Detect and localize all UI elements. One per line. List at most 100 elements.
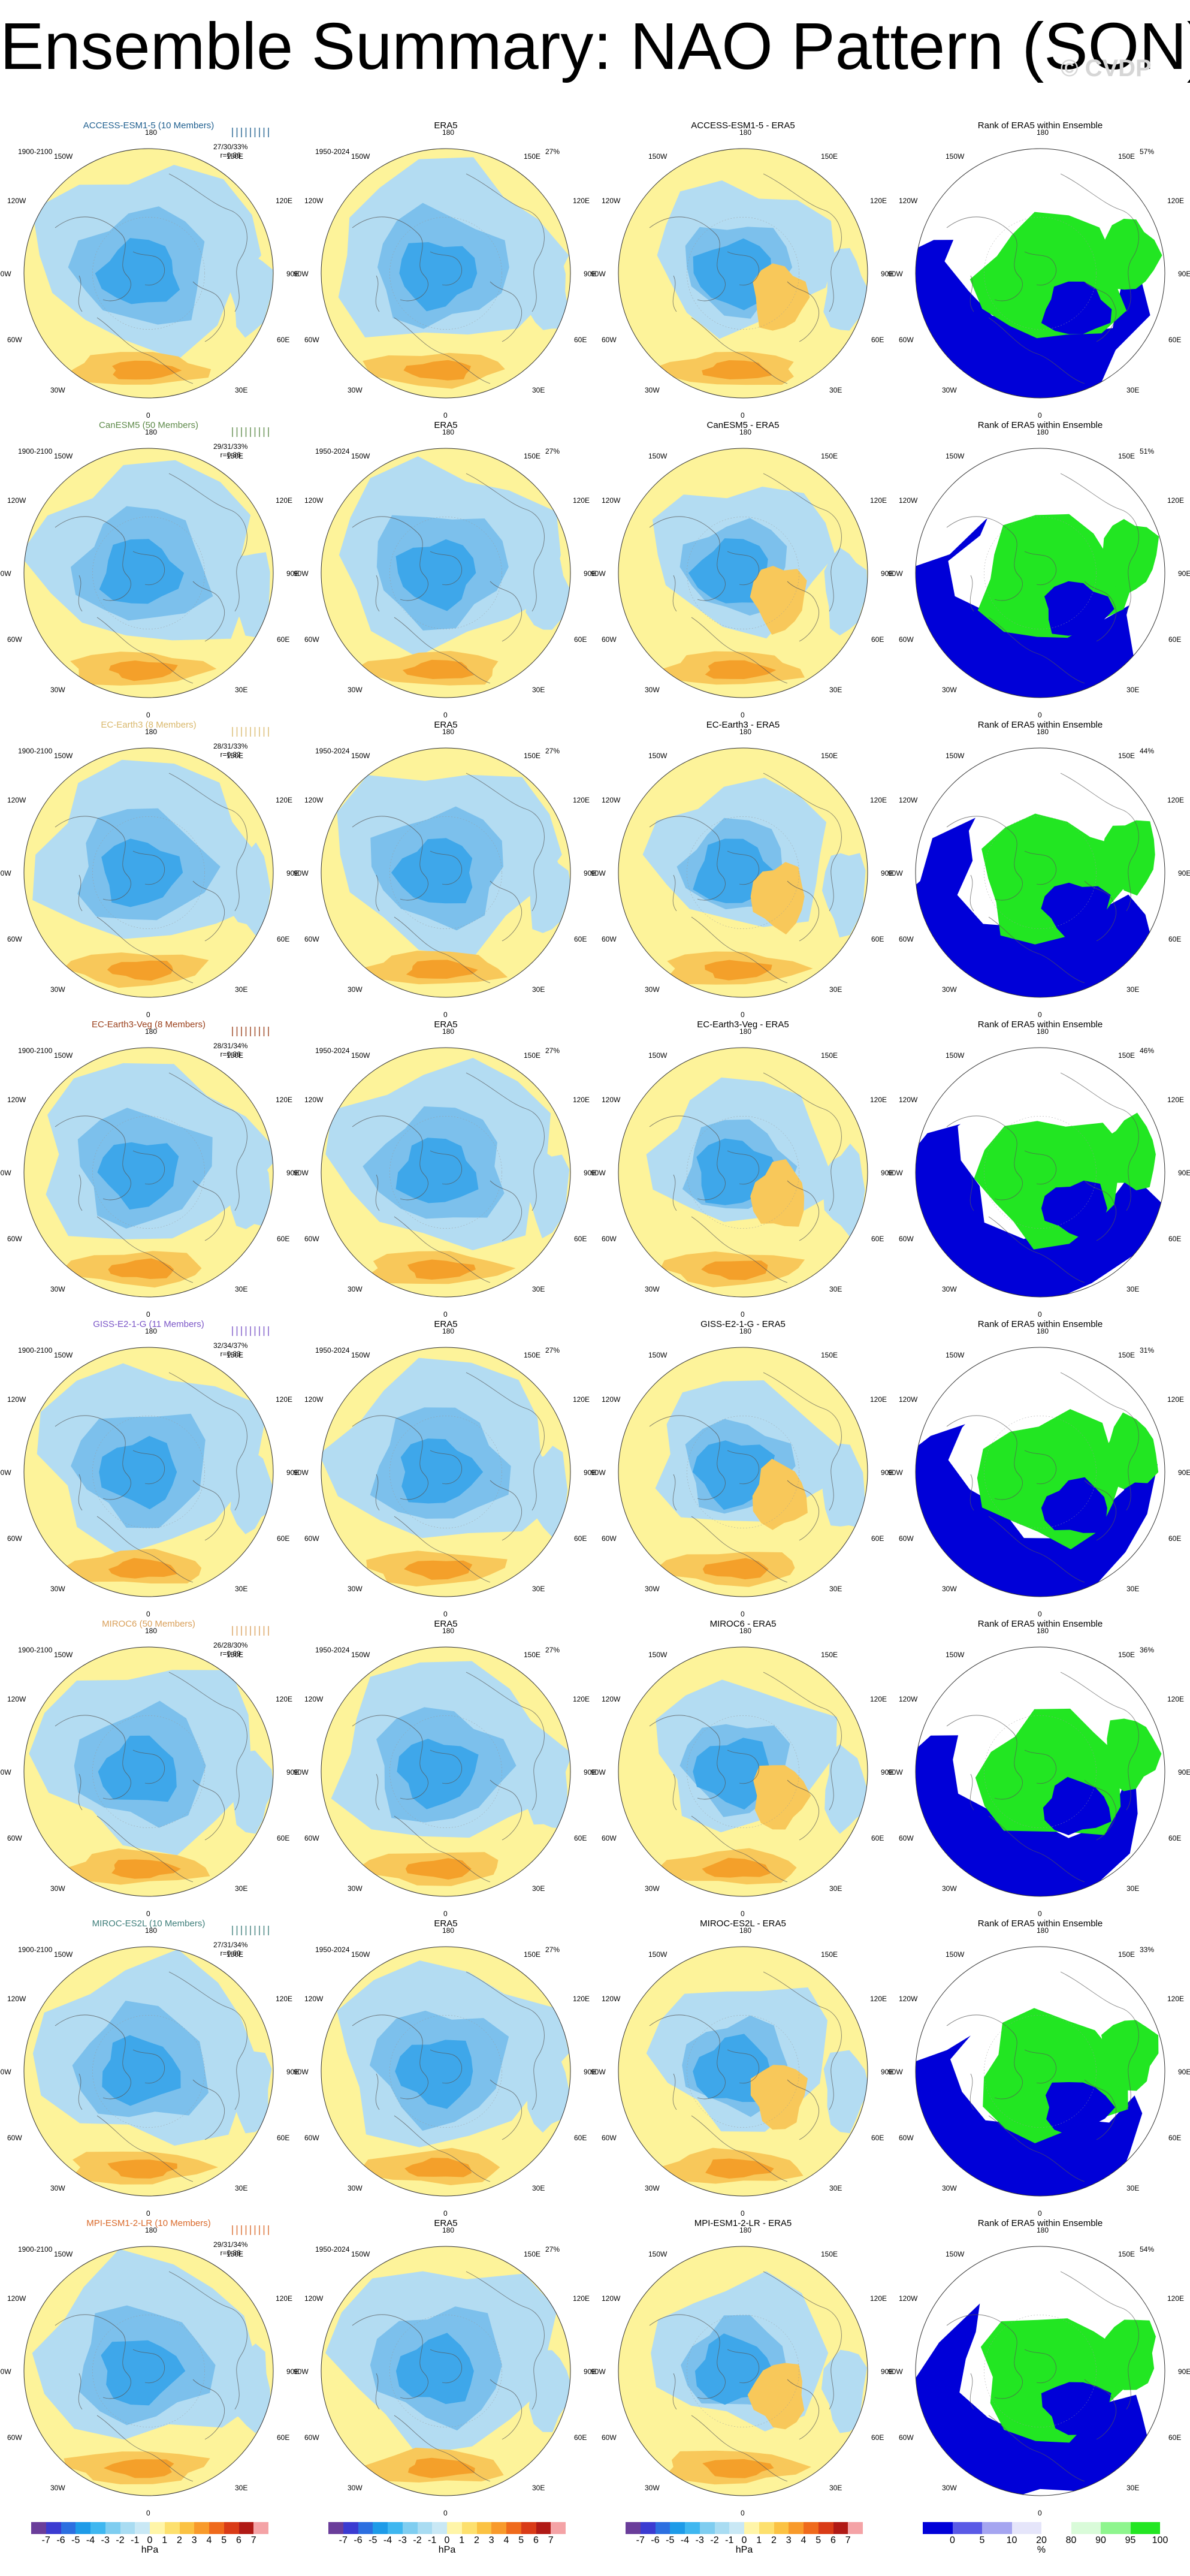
map-compass-label: 150E [226, 1651, 244, 1659]
map-compass-label: 60E [1168, 2134, 1182, 2142]
map-compass-label: 60E [1168, 635, 1182, 644]
map-compass-label: 90W [888, 1169, 903, 1177]
colorbar-swatch [61, 2522, 76, 2534]
colorbar-tick-label: 2 [474, 2535, 479, 2545]
map-compass-label: 30E [235, 386, 248, 394]
map-compass-label: 180 [1037, 1627, 1049, 1635]
map-compass-label: 120E [1167, 197, 1185, 205]
map-compass-label: 150E [226, 752, 244, 760]
period-label: 1900-2100 [18, 747, 53, 755]
panel-title: ERA5 [434, 1019, 458, 1030]
colorbar-tick-label: 3 [488, 2535, 494, 2545]
colorbar-swatch [135, 2522, 150, 2534]
map-compass-label: 150W [54, 1651, 73, 1659]
colorbar-tick-label: 3 [191, 2535, 197, 2545]
map-compass-label: 120W [304, 1395, 324, 1404]
map-compass-label: 90E [1178, 270, 1190, 278]
map-compass-label: 180 [739, 428, 752, 436]
map-compass-label: 0 [741, 1910, 745, 1918]
map-era5: 180 0 90W 90E 150W 120W 150E 120E 60W 30W 60E 30E [294, 2226, 596, 2517]
panel-model: GISS-E2-1-G (11 Members)180 0 90W 90E 150W 12… [0, 1319, 299, 1618]
colorbar-swatch [506, 2522, 521, 2534]
map-compass-label: 60W [899, 336, 914, 344]
map-compass-label: 150E [1118, 1651, 1135, 1659]
map-compass-label: 120E [1167, 796, 1185, 804]
map-compass-label: 0 [443, 2209, 448, 2218]
map-compass-label: 0 [1038, 1910, 1042, 1918]
colorbar-swatch [1130, 2522, 1160, 2534]
map-compass-label: 60W [7, 935, 22, 943]
panel-model: ACCESS-ESM1-5 (10 Members)180 0 90W 90E 150W… [0, 120, 299, 420]
map-compass-label: 30W [50, 985, 65, 994]
map-compass-label: 150W [351, 1651, 370, 1659]
map-compass-label: 150E [821, 2250, 838, 2258]
map-compass-label: 60E [574, 2433, 587, 2442]
stats-percentiles: 29/31/33% [213, 442, 248, 451]
period-label: 1950-2024 [315, 2245, 350, 2254]
member-spread-strip [232, 2225, 269, 2235]
map-compass-label: 150E [524, 752, 541, 760]
map-compass-label: 0 [146, 1011, 150, 1019]
map-compass-label: 90E [286, 2367, 300, 2376]
map-compass-label: 180 [1037, 2226, 1049, 2234]
panel-title: Rank of ERA5 within Ensemble [977, 720, 1103, 730]
map-compass-label: 30E [829, 1585, 842, 1593]
colorbar-tick-label: 4 [801, 2535, 807, 2545]
colorbar-tick-label: 80 [1065, 2535, 1077, 2545]
map-compass-label: 150E [1118, 2250, 1135, 2258]
map-compass-label: 0 [1038, 1610, 1042, 1618]
map-compass-label: 150E [226, 152, 244, 161]
map-compass-label: 0 [146, 2509, 150, 2517]
map-compass-label: 90E [881, 1768, 894, 1776]
map-compass-label: 120W [899, 1695, 918, 1703]
map-compass-label: 150W [946, 1351, 965, 1359]
map-compass-label: 0 [1038, 711, 1042, 719]
period-label: 1950-2024 [315, 1346, 350, 1355]
map-compass-label: 60E [871, 2134, 884, 2142]
period-label: 1900-2100 [18, 1646, 53, 1654]
map-compass-label: 30E [532, 1285, 545, 1293]
stats-correlation: r=0.86 [220, 151, 241, 159]
period-label: 1950-2024 [315, 147, 350, 156]
map-compass-label: 30E [829, 2484, 842, 2492]
map-compass-label: 150W [648, 1950, 668, 1959]
colorbar-swatch [75, 2522, 90, 2534]
map-compass-label: 0 [443, 1610, 448, 1618]
colorbar-unit: hPa [735, 2545, 753, 2555]
map-compass-label: 90E [286, 569, 300, 578]
map-compass-label: 60W [304, 2433, 319, 2442]
colorbar-swatch [789, 2522, 804, 2534]
panel-title: EC-Earth3 (8 Members) [101, 720, 197, 730]
map-compass-label: 150E [524, 1051, 541, 1060]
panel-title: ERA5 [434, 1319, 458, 1329]
map-compass-label: 180 [739, 1926, 752, 1935]
map-compass-label: 150W [946, 452, 965, 460]
colorbar-swatch [447, 2522, 462, 2534]
colorbar-tick-label: 20 [1036, 2535, 1047, 2545]
stats-correlation: r=0.83 [220, 1350, 241, 1358]
colorbar-unit: hPa [141, 2545, 159, 2555]
map-rank: 180 0 90W 90E 150W 120W 150E 120E 60W 30W 60E 30E [888, 1627, 1190, 1918]
colorbar-swatch [223, 2522, 239, 2534]
map-compass-label: 120W [7, 1096, 26, 1104]
map-compass-label: 60W [602, 1834, 617, 1842]
panel-diff: CanESM5 - ERA5 180 0 90W 90E 150W 120W 150E 120E… [591, 420, 893, 719]
map-compass-label: 120E [573, 197, 590, 205]
map-compass-label: 90E [881, 869, 894, 877]
map-compass-label: 150E [226, 1051, 244, 1060]
map-compass-label: 120E [276, 1995, 293, 2003]
map-compass-label: 120W [602, 796, 621, 804]
panel-model: EC-Earth3-Veg (8 Members)180090W90E150W1… [0, 1019, 299, 1319]
map-compass-label: 180 [739, 1627, 752, 1635]
panel-diff: GISS-E2-1-G - ERA5 180 0 90W 90E 150W 120W 150E… [591, 1319, 893, 1618]
map-compass-label: 0 [741, 1011, 745, 1019]
map-compass-label: 120W [7, 2294, 26, 2303]
map-compass-label: 90E [286, 869, 300, 877]
map-compass-label: 60E [277, 1834, 290, 1842]
map-compass-label: 180 [145, 1926, 158, 1935]
variance-percent: 27% [545, 147, 560, 156]
colorbar-swatch [982, 2522, 1012, 2534]
map-compass-label: 90E [1178, 569, 1190, 578]
map-compass-label: 150E [1118, 152, 1135, 161]
map-compass-label: 120E [573, 1695, 590, 1703]
